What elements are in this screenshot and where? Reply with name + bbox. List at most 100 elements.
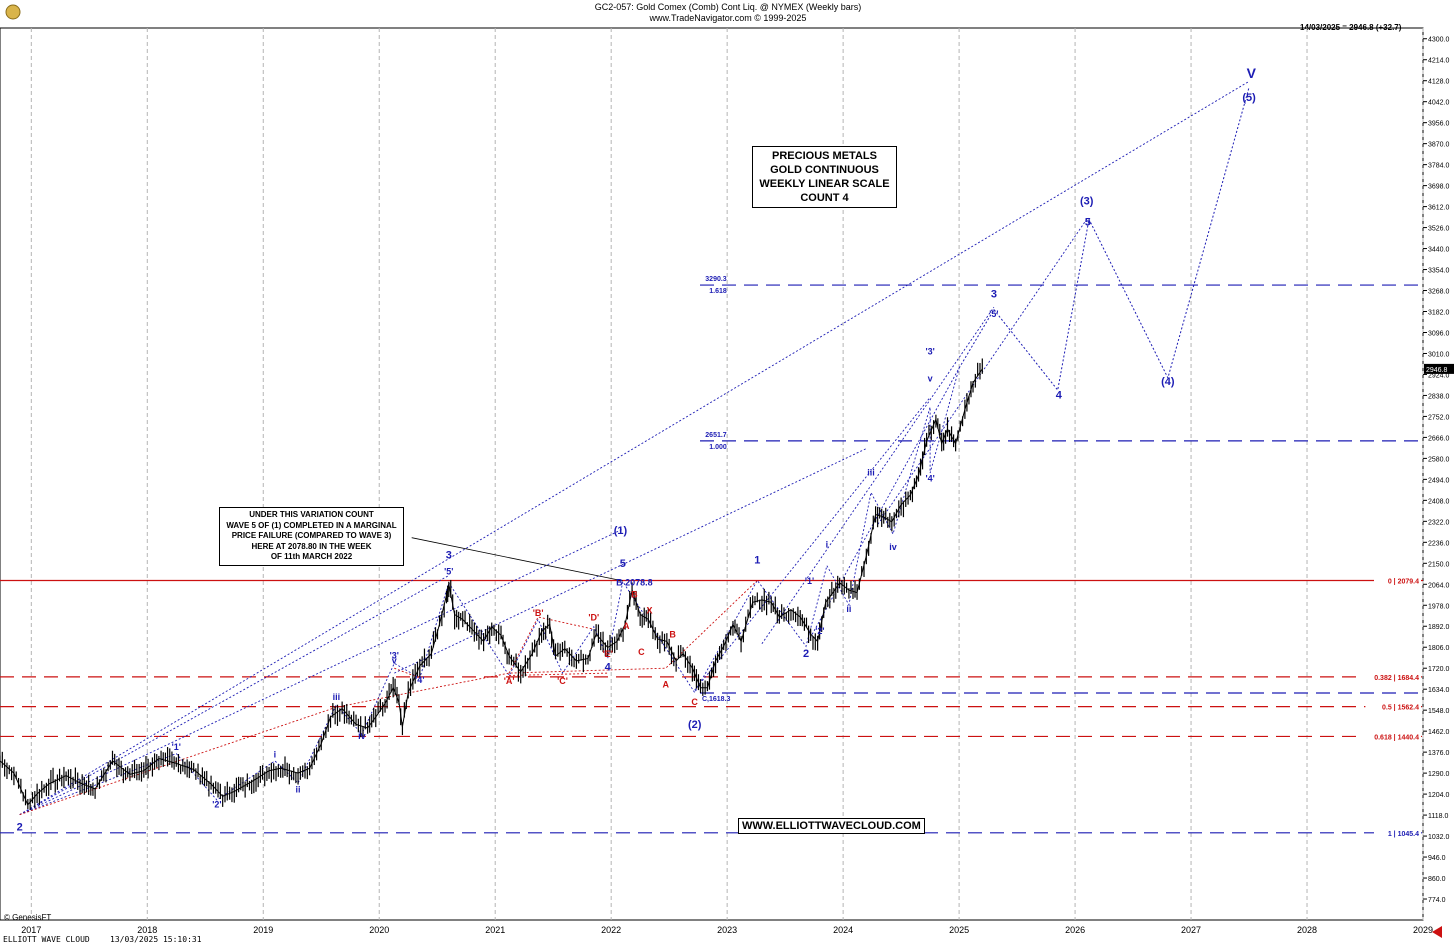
- y-tick-label: 3870.0: [1428, 142, 1450, 149]
- y-tick-label: 3440.0: [1428, 247, 1450, 254]
- price-bars: [0, 358, 983, 811]
- fib-level-label: 0 | 2079.4: [1388, 579, 1419, 586]
- wave-label: 3: [991, 288, 997, 300]
- y-tick-label: 1806.0: [1428, 645, 1450, 652]
- fib-label-bg: [1356, 671, 1421, 682]
- info-line-4: COUNT 4: [800, 192, 849, 204]
- y-tick-label: 2408.0: [1428, 498, 1450, 505]
- x-tick-label: 2020: [369, 925, 389, 935]
- wave-label: 4: [1056, 390, 1063, 402]
- wave-channel-line: [411, 537, 623, 582]
- wave-label: (1): [614, 525, 628, 537]
- current-price-label: 2946.8: [1426, 367, 1448, 374]
- y-tick-label: 2838.0: [1428, 393, 1450, 400]
- wave-label: (5): [1242, 92, 1256, 104]
- wave-label: ii: [846, 604, 851, 614]
- y-tick-label: 3268.0: [1428, 289, 1450, 296]
- y-tick-label: 1978.0: [1428, 603, 1450, 610]
- variation-line-4: HERE AT 2078.80 IN THE WEEK: [251, 541, 372, 551]
- y-tick-label: 3354.0: [1428, 268, 1450, 275]
- wave-channel-line: [694, 397, 931, 691]
- wave-label: '2': [212, 799, 221, 809]
- wave-label: 3: [446, 549, 452, 561]
- y-tick-label: 4128.0: [1428, 79, 1450, 86]
- chart-info-box: PRECIOUS METALS GOLD CONTINUOUS WEEKLY L…: [752, 146, 897, 208]
- genesis-credit: © GenesisFT: [4, 913, 52, 922]
- y-tick-label: 1118.0: [1428, 813, 1448, 820]
- wave-label: iii: [333, 692, 341, 702]
- wave-label: X: [646, 605, 652, 615]
- website-label: WWW.ELLIOTTWAVECLOUD.COM: [738, 818, 925, 834]
- y-tick-label: 1548.0: [1428, 708, 1450, 715]
- y-tick-label: 2924.0: [1428, 372, 1450, 379]
- fib-label-bg: [1356, 731, 1421, 742]
- x-tick-label: 2023: [717, 925, 737, 935]
- wave-label: (4): [1161, 376, 1175, 388]
- y-tick-label: 1032.0: [1428, 834, 1450, 841]
- info-line-2: GOLD CONTINUOUS: [770, 164, 879, 176]
- wave-label: 'D': [588, 613, 599, 623]
- y-tick-label: 4042.0: [1428, 100, 1450, 107]
- y-tick-label: 2064.0: [1428, 582, 1450, 589]
- x-tick-label: 2017: [21, 925, 41, 935]
- price-close-line: [0, 368, 983, 806]
- wave-label: '5': [989, 309, 998, 319]
- wave-label: v: [928, 374, 933, 384]
- wave-channel-line: [19, 575, 450, 815]
- wave-label: B 2078.8: [616, 577, 653, 587]
- y-tick-label: 2580.0: [1428, 456, 1450, 463]
- y-tick-label: 1376.0: [1428, 750, 1450, 757]
- wave-label: i: [826, 539, 829, 549]
- x-tick-label: 2028: [1297, 925, 1317, 935]
- wave-label: 'A': [504, 676, 515, 686]
- wave-label: B: [669, 630, 676, 640]
- wave-label: 1: [754, 554, 760, 566]
- wave-label: (2): [688, 719, 702, 731]
- y-tick-label: 1204.0: [1428, 792, 1450, 799]
- wave-channel-line: [394, 448, 867, 674]
- wave-channel-line: [508, 616, 594, 674]
- wave-channel-line: [19, 528, 623, 816]
- y-tick-label: 1462.0: [1428, 729, 1450, 736]
- fib-level-label: 0.5 | 1562.4: [1382, 705, 1419, 712]
- x-tick-label: 2025: [949, 925, 969, 935]
- scroll-arrow-icon[interactable]: [1432, 926, 1442, 938]
- y-tick-label: 774.0: [1428, 897, 1446, 904]
- wave-label: '5': [444, 566, 453, 576]
- wave-label: (3): [1080, 196, 1094, 208]
- y-tick-label: 3612.0: [1428, 205, 1450, 212]
- y-tick-label: 3182.0: [1428, 310, 1450, 317]
- variation-line-5: OF 11th MARCH 2022: [270, 552, 353, 561]
- y-tick-label: 3010.0: [1428, 351, 1450, 358]
- fib-label-bg: [1374, 575, 1421, 586]
- chart-source: www.TradeNavigator.com © 1999-2025: [649, 13, 807, 23]
- variation-line-3: PRICE FAILURE (COMPARED TO WAVE 3): [231, 531, 392, 540]
- wave-channel-line: [394, 667, 420, 679]
- fib-level-label: 0.618 | 1440.4: [1374, 734, 1419, 741]
- fib-level-label: 0.382 | 1684.4: [1374, 675, 1419, 682]
- wave-label: 2: [803, 648, 809, 660]
- wave-label: 5: [1085, 216, 1091, 228]
- plot-frame: [0, 27, 1424, 921]
- wave-label: 2: [17, 821, 23, 833]
- fib-ratio-label: 1.000: [709, 444, 727, 451]
- y-tick-label: 3784.0: [1428, 163, 1450, 170]
- y-tick-label: 946.0: [1428, 855, 1446, 862]
- wave-label: v: [392, 655, 397, 665]
- fib-level-label: C,1618.3: [702, 696, 731, 703]
- x-tick-label: 2018: [137, 925, 157, 935]
- y-tick-label: 2150.0: [1428, 561, 1450, 568]
- y-tick-label: 2322.0: [1428, 519, 1450, 526]
- wave-label: 'B': [533, 608, 544, 618]
- fib-label-bg: [1365, 701, 1421, 712]
- wave-channel-line: [19, 81, 1250, 815]
- fib-level-label: 3290.3: [705, 276, 727, 283]
- variation-line-1: UNDER THIS VARIATION COUNT: [249, 510, 374, 519]
- wave-label: '1': [805, 576, 814, 586]
- y-tick-label: 2666.0: [1428, 435, 1450, 442]
- x-tick-label: 2021: [485, 925, 505, 935]
- wave-label: C: [691, 697, 698, 707]
- y-tick-label: 1892.0: [1428, 624, 1450, 631]
- wave-label: 4: [605, 662, 612, 674]
